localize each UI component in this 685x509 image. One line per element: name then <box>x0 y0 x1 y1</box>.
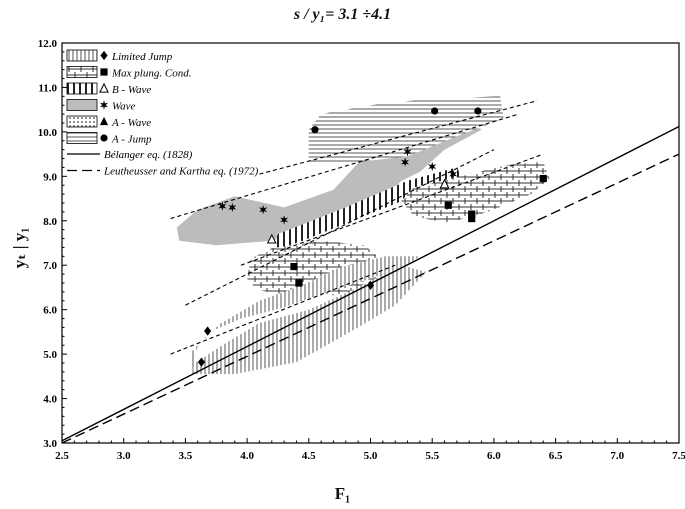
y-tick-label: 10.0 <box>38 127 58 139</box>
data-point-wave <box>403 147 412 157</box>
legend-label-max-plung-cond: Max plung. Cond. <box>111 68 191 80</box>
y-tick-label: 11.0 <box>38 82 57 94</box>
envelope-line <box>170 264 396 355</box>
legend-label-wave: Wave <box>112 101 136 113</box>
data-point-wave <box>259 205 268 215</box>
legend-marker-b-wave <box>99 82 109 93</box>
x-tick-label: 4.0 <box>240 450 254 462</box>
legend-swatch-a-jump <box>66 132 98 144</box>
legend-marker-a-jump <box>100 134 108 142</box>
y-tick-label: 3.0 <box>43 438 57 450</box>
data-point-wave <box>401 157 410 167</box>
region-max-plunging-2 <box>401 161 550 223</box>
legend-label-a-wave: A - Wave <box>111 117 151 129</box>
y-tick-label: 8.0 <box>43 216 57 228</box>
legend-label-b-wave: B - Wave <box>112 84 151 96</box>
envelope-line <box>259 100 538 175</box>
x-tick-label: 3.5 <box>179 450 193 462</box>
data-point-max-plung-cond <box>444 201 452 209</box>
y-tick-label: 9.0 <box>43 171 57 183</box>
data-point-a-jump <box>431 107 439 115</box>
data-point-a-jump <box>311 126 319 134</box>
data-point-wave <box>449 169 458 179</box>
y-tick-label: 5.0 <box>43 349 57 361</box>
data-point-wave <box>228 202 237 213</box>
legend-marker-wave <box>99 100 109 110</box>
x-tick-label: 2.5 <box>55 450 69 462</box>
region-a-jump <box>308 96 504 163</box>
data-point-max-plung-cond <box>295 279 303 287</box>
data-point-max-plung-cond <box>468 210 476 218</box>
legend-marker-limited-jump <box>100 50 108 61</box>
data-point-wave <box>218 201 227 211</box>
legend-swatch-max-plung-cond <box>66 66 98 78</box>
chart-title: s / y₁= 3.1 ÷4.1 <box>293 6 392 23</box>
legend-swatch-a-wave <box>66 115 98 128</box>
data-point-wave <box>428 161 437 172</box>
legend-swatch-b-wave <box>66 82 98 95</box>
data-point-wave <box>280 215 289 225</box>
data-point-a-jump <box>474 107 482 115</box>
region-limited-jump-band <box>191 265 426 375</box>
plot-frame <box>61 42 680 444</box>
envelope-line <box>170 113 519 220</box>
x-tick-label: 5.0 <box>364 450 378 462</box>
y-tick-label: 6.0 <box>43 305 57 317</box>
data-point-limited-jump <box>204 326 212 336</box>
y-tick-label: 4.0 <box>43 394 57 406</box>
data-point-max-plung-cond <box>539 174 547 183</box>
x-tick-label: 3.0 <box>117 450 131 462</box>
legend-marker-a-wave <box>99 116 109 126</box>
x-tick-label: 6.5 <box>549 450 563 462</box>
data-point-b-wave <box>266 233 277 244</box>
x-tick-label: 7.5 <box>672 450 685 462</box>
x-tick-label: 5.5 <box>425 450 439 462</box>
x-tick-label: 6.0 <box>487 450 501 462</box>
data-point-limited-jump <box>197 357 206 367</box>
legend-line-label: Leutheusser and Kartha eq. (1972) <box>103 166 259 178</box>
y-tick-label: 7.0 <box>43 260 57 272</box>
legend-line-label: Bélanger eq. (1828) <box>104 149 193 161</box>
legend-label-a-jump: A - Jump <box>111 134 152 146</box>
x-axis-label: F₁ <box>334 484 351 503</box>
legend-marker-max-plung-cond <box>100 68 108 76</box>
legend-label-limited-jump: Limited Jump <box>111 51 173 63</box>
data-point-b-wave <box>439 178 450 189</box>
x-tick-label: 4.5 <box>302 450 316 462</box>
envelope-line <box>185 149 495 306</box>
y-tick-label: 12.0 <box>38 38 58 50</box>
legend-swatch-wave <box>66 99 98 111</box>
equation-line <box>61 153 680 444</box>
data-point-max-plung-cond <box>290 262 298 271</box>
envelope-line <box>240 153 544 266</box>
x-tick-label: 7.0 <box>610 450 624 462</box>
legend-swatch-limited-jump <box>66 49 98 62</box>
data-point-limited-jump <box>366 280 375 290</box>
data-point-max-plung-cond <box>468 214 476 223</box>
